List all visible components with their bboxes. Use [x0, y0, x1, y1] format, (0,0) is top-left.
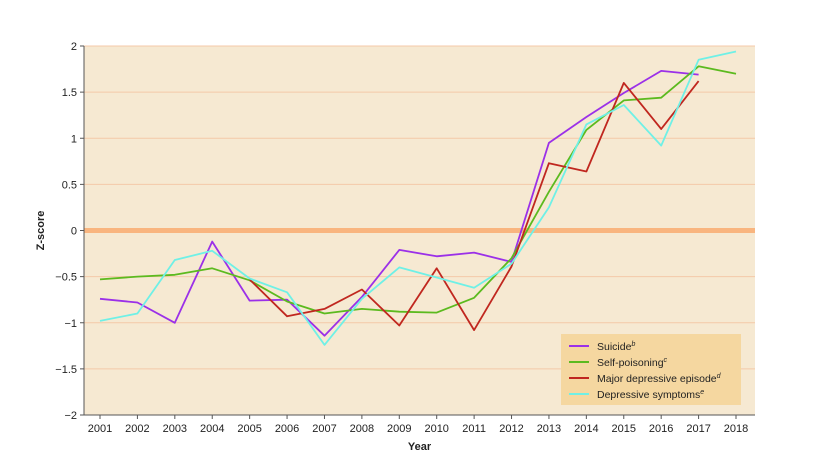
x-tick-labels: 2001 2002 2003 2004 2005 2006 2007 2008 2009 2010… — [88, 415, 748, 435]
y-tick-label: 1.5 — [62, 87, 77, 99]
y-tick-label: −1.5 — [55, 364, 77, 376]
series-line — [99, 65, 737, 315]
x-tick-label: 2014 — [574, 423, 598, 435]
y-tick-label: −1 — [64, 318, 77, 330]
y-tick-label: −2 — [64, 410, 77, 422]
legend: Suicideb Self-poisoningc Major depressive … — [561, 334, 741, 405]
x-tick-label: 2018 — [724, 423, 748, 435]
series-line — [248, 80, 700, 331]
x-tick-label: 2010 — [424, 423, 448, 435]
y-tick-label: 1 — [71, 133, 77, 145]
legend-box — [561, 334, 741, 405]
legend-label: Suicideb — [597, 341, 635, 353]
y-tick-label: 0 — [71, 226, 77, 238]
series-line — [99, 70, 699, 337]
x-tick-label: 2005 — [237, 423, 261, 435]
x-tick-label: 2011 — [462, 423, 486, 435]
x-axis-title: Year — [408, 441, 432, 453]
y-tick-label: 2 — [71, 41, 77, 53]
x-tick-label: 2002 — [125, 423, 149, 435]
y-tick-label: −0.5 — [55, 272, 77, 284]
x-tick-label: 2013 — [537, 423, 561, 435]
x-tick-label: 2012 — [499, 423, 523, 435]
legend-label: Depressive symptomse — [597, 389, 704, 401]
series-lines — [99, 50, 737, 346]
y-tick-labels: 2 1.5 1 0.5 0 −0.5 −1 −1.5 −2 — [55, 41, 84, 422]
x-tick-label: 2004 — [200, 423, 224, 435]
series-line — [99, 50, 737, 346]
x-tick-label: 2001 — [88, 423, 112, 435]
y-axis-title: Z-score — [35, 211, 47, 251]
x-tick-label: 2006 — [275, 423, 299, 435]
x-tick-label: 2015 — [612, 423, 636, 435]
x-tick-label: 2016 — [649, 423, 673, 435]
x-tick-label: 2009 — [387, 423, 411, 435]
y-tick-label: 0.5 — [62, 179, 77, 191]
legend-label: Self-poisoningc — [597, 357, 668, 369]
x-tick-label: 2007 — [312, 423, 336, 435]
x-tick-label: 2003 — [163, 423, 187, 435]
x-tick-label: 2017 — [686, 423, 710, 435]
x-tick-label: 2008 — [350, 423, 374, 435]
legend-label: Major depressive episoded — [597, 373, 722, 385]
